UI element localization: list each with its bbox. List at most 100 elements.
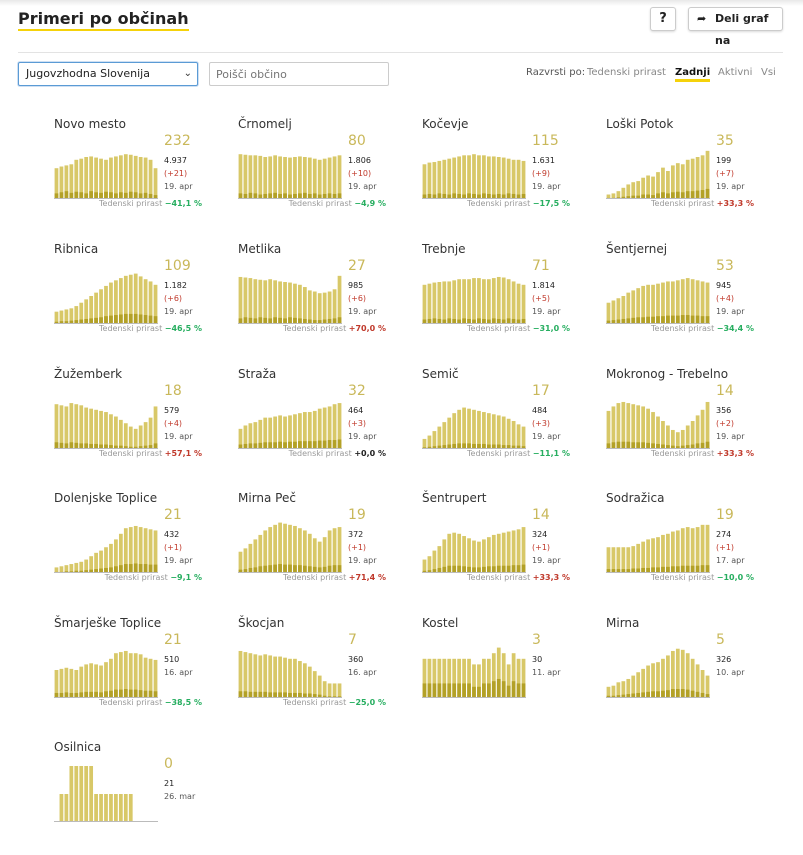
sparkline-bar-dark (427, 446, 432, 449)
municipality-card[interactable]: Šentrupert 14 324 (+1) 19. apr Tedenski prira… (422, 491, 592, 606)
municipality-card[interactable]: Šentjernej 53 945 (+4) 19. apr Tedenski prira… (606, 242, 776, 357)
municipality-card[interactable]: Šmarješke Toplice 21 510 16. apr Tedenski pr… (54, 616, 224, 731)
search-input[interactable] (209, 62, 389, 86)
sparkline-bar (243, 154, 248, 199)
municipality-card[interactable]: Sodražica 19 274 (+1) 17. apr Tedenski priras… (606, 491, 776, 606)
sparkline-bar-dark (322, 193, 327, 199)
municipality-card[interactable]: Metlika 27 985 (+6) 19. apr Tedenski prirast … (238, 242, 408, 357)
sparkline-bar (486, 279, 491, 324)
sparkline-chart (54, 154, 158, 199)
sparkline-bar-dark (511, 565, 516, 573)
sort-option-active[interactable]: Aktivni (718, 67, 753, 78)
sparkline-bar-dark (283, 564, 287, 573)
sparkline-bar (79, 666, 84, 698)
sparkline-bar-dark (432, 194, 437, 199)
weekly-growth-value: −41,1 % (164, 199, 202, 208)
sparkline-bar-dark (486, 444, 491, 449)
last-date: 19. apr (348, 432, 377, 441)
sort-option-weekly[interactable]: Tedenski prirast (587, 67, 666, 78)
sparkline-bar-dark (312, 320, 317, 324)
sparkline-bar (467, 279, 471, 324)
municipality-card[interactable]: Loški Potok 35 199 (+7) 19. apr Tedenski prir… (606, 117, 776, 232)
page-title: Primeri po občinah (18, 9, 189, 31)
municipality-card[interactable]: Mirna 5 326 10. apr (606, 616, 776, 731)
sparkline-bar-dark (656, 691, 660, 698)
sparkline-bar (666, 425, 670, 449)
municipality-card[interactable]: Semič 17 484 (+3) 19. apr Tedenski prirast −1… (422, 367, 592, 482)
sparkline-bar (666, 281, 670, 324)
region-select[interactable]: Jugovzhodna Slovenija ⌄ (18, 62, 198, 86)
sparkline-bar-dark (496, 678, 501, 698)
municipality-card[interactable]: Mirna Peč 19 372 (+1) 19. apr Tedenski priras… (238, 491, 408, 606)
sparkline-chart (54, 650, 158, 698)
sparkline-bar-dark (491, 444, 496, 449)
sparkline-bar-dark (253, 318, 258, 324)
municipality-card[interactable]: Črnomelj 80 1.806 (+10) 19. apr Tedenski prir… (238, 117, 408, 232)
sparkline-bar-dark (646, 316, 650, 324)
sparkline-bar (138, 425, 143, 449)
sparkline-bar (631, 404, 636, 449)
municipality-card[interactable]: Dolenjske Toplice 21 432 (+1) 19. apr Tedensk… (54, 491, 224, 606)
municipality-card[interactable]: Škocjan 7 360 16. apr Tedenski prirast −25,0… (238, 616, 408, 731)
sparkline-bar-dark (317, 320, 322, 324)
municipality-card[interactable]: Mokronog - Trebelno 14 356 (+2) 19. apr Teden… (606, 367, 776, 482)
sparkline-bar-dark (99, 692, 103, 698)
sparkline-bar (153, 406, 158, 449)
sparkline-bar (511, 421, 516, 449)
sparkline-bar (427, 658, 432, 698)
sparkline-bar (472, 154, 476, 199)
sparkline-bar (337, 403, 342, 449)
latest-count: 7 (348, 632, 357, 648)
sparkline-bar (273, 280, 278, 324)
sparkline-bar-dark (675, 315, 680, 324)
weekly-growth: Tedenski prirast −11,1 % (467, 449, 570, 458)
municipality-card[interactable]: Žužemberk 18 579 (+4) 19. apr Tedenski priras… (54, 367, 224, 482)
sparkline-bar (695, 415, 700, 449)
sparkline-bar (661, 282, 665, 324)
sparkline-bar (278, 415, 282, 449)
municipality-card[interactable]: Novo mesto 232 4.937 (+21) 19. apr Tedenski p… (54, 117, 224, 232)
sparkline-bar-dark (422, 683, 427, 698)
sparkline-bar-dark (506, 565, 511, 573)
sparkline-bar-dark (462, 194, 466, 199)
sparkline-chart (238, 275, 342, 324)
sparkline-bar-dark (94, 192, 98, 199)
sparkline-bar (705, 524, 710, 573)
last-date: 19. apr (348, 556, 377, 565)
municipality-card[interactable]: Kostel 3 30 11. apr (422, 616, 592, 731)
sparkline-bar (621, 296, 626, 324)
municipality-card[interactable]: Straža 32 464 (+3) 19. apr Tedenski prirast +… (238, 367, 408, 482)
sparkline-bar (670, 281, 675, 324)
sparkline-bar-dark (128, 191, 133, 199)
municipality-name: Sodražica (606, 491, 665, 505)
sparkline-bar-dark (636, 568, 641, 573)
sparkline-bar (243, 548, 248, 573)
sparkline-bar (298, 156, 302, 199)
help-button[interactable]: ? (650, 7, 676, 31)
sparkline-bar (64, 165, 69, 199)
sparkline-bar (54, 311, 59, 324)
sort-option-latest[interactable]: Zadnji (675, 66, 711, 82)
sparkline-bar-dark (258, 194, 263, 199)
municipality-name: Loški Potok (606, 117, 674, 131)
sparkline-bar (447, 158, 452, 199)
sparkline-bar (422, 438, 427, 449)
sparkline-bar-dark (128, 446, 133, 449)
sparkline-bar-dark (337, 193, 342, 199)
sparkline-bar (59, 405, 64, 449)
sparkline-chart (422, 154, 526, 199)
delta-count: (+2) (716, 419, 735, 428)
total-count: 360 (348, 655, 364, 664)
municipality-card[interactable]: Kočevje 115 1.631 (+9) 19. apr Tedenski prira… (422, 117, 592, 232)
sort-option-all[interactable]: Vsi (761, 67, 776, 78)
total-count: 1.631 (532, 156, 555, 165)
municipality-card[interactable]: Osilnica 0 21 26. mar (54, 740, 224, 855)
sparkline-bar-dark (288, 564, 292, 573)
share-button[interactable]: ➦ Deli graf na (688, 7, 783, 47)
municipality-card[interactable]: Ribnica 109 1.182 (+6) 19. apr Tedenski prira… (54, 242, 224, 357)
sparkline-bar (307, 157, 312, 199)
municipality-card[interactable]: Trebnje 71 1.814 (+5) 19. apr Tedenski priras… (422, 242, 592, 357)
sparkline-bar (64, 406, 69, 449)
sparkline-bar (59, 166, 64, 199)
weekly-growth-value: −17,5 % (532, 199, 570, 208)
